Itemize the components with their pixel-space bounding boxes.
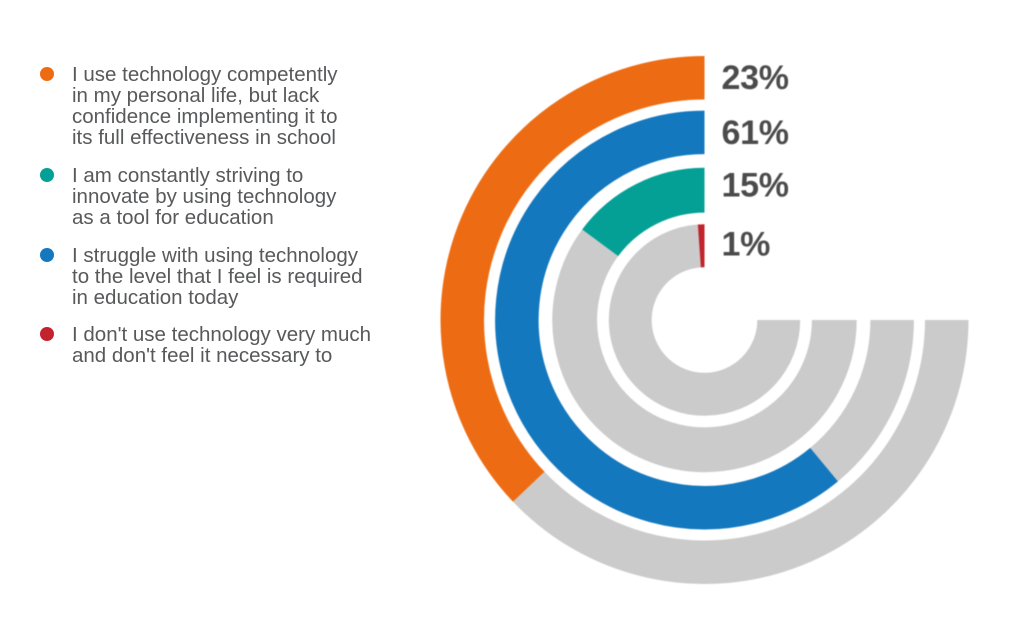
svg-text:61%: 61% — [722, 114, 789, 152]
svg-text:1%: 1% — [722, 226, 771, 264]
svg-text:23%: 23% — [722, 59, 789, 97]
svg-text:15%: 15% — [722, 167, 789, 205]
